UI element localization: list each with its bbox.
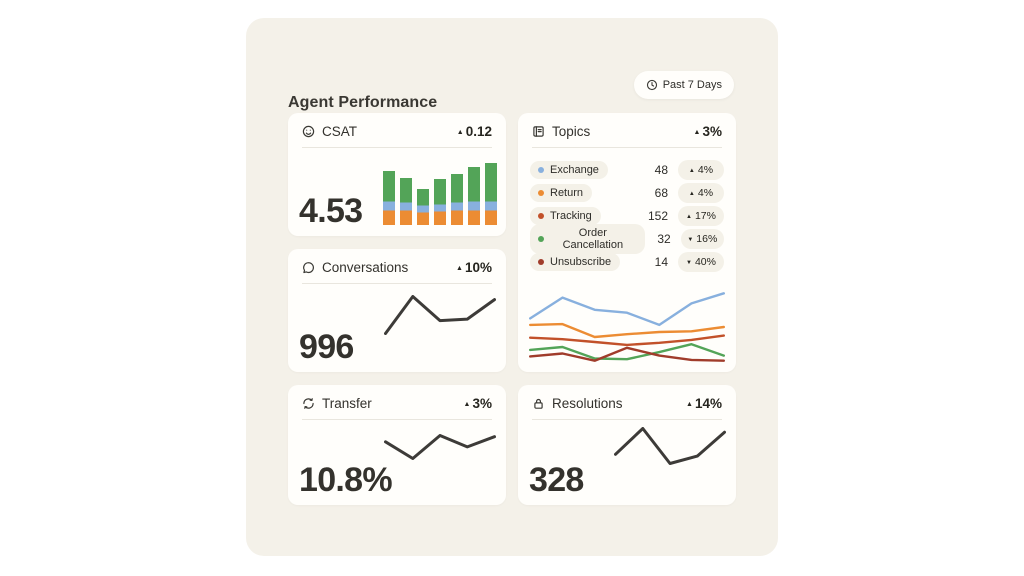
topic-count: 48 [654, 162, 668, 177]
topic-delta-value: 40% [694, 255, 716, 268]
arrow-down-icon: ▼ [687, 236, 694, 243]
clock-icon [646, 79, 658, 91]
topic-count: 32 [657, 231, 671, 246]
topic-count: 14 [654, 254, 668, 269]
transfer-value: 10.8% [299, 461, 393, 499]
divider [532, 419, 722, 420]
topics-delta-value: 3% [702, 124, 722, 139]
topic-delta-badge: ▲ 4% [678, 182, 724, 203]
topics-delta: ▲ 3% [694, 124, 722, 139]
transfer-card-header: Transfer ▲ 3% [288, 385, 506, 419]
arrow-up-icon: ▲ [456, 129, 464, 136]
topic-label-pill[interactable]: Exchange [530, 160, 608, 179]
topic-label: Return [550, 186, 584, 199]
journal-icon [532, 125, 545, 138]
chat-bubble-icon [302, 261, 315, 274]
topic-label: Tracking [550, 209, 592, 222]
topic-delta-badge: ▲ 17% [678, 205, 724, 226]
resolutions-value: 328 [529, 461, 584, 499]
resolutions-delta: ▲ 14% [686, 396, 722, 411]
topic-delta-badge: ▼ 16% [680, 228, 724, 249]
topic-delta-value: 17% [694, 209, 716, 222]
resolutions-card-header: Resolutions ▲ 14% [518, 385, 736, 419]
topic-count: 152 [647, 208, 668, 223]
divider [302, 419, 492, 420]
conversations-delta: ▲ 10% [456, 260, 492, 275]
topic-label: Unsubscribe [550, 255, 612, 268]
smiley-icon [302, 125, 315, 138]
topic-delta-badge: ▲ 4% [678, 159, 724, 180]
time-filter-label: Past 7 Days [662, 79, 722, 91]
transfer-card-label: Transfer [322, 396, 372, 411]
resolutions-card: Resolutions ▲ 14% 328 [518, 385, 736, 505]
transfer-sparkline [384, 434, 496, 460]
topics-list: Exchange 48 ▲ 4% Return 68 ▲ 4% [518, 148, 736, 273]
divider [532, 147, 722, 148]
dashboard-panel: Agent Performance Past 7 Days CSAT ▲ 0.1… [246, 18, 778, 556]
topic-row-unsubscribe: Unsubscribe 14 ▼ 40% [530, 250, 724, 273]
transfer-delta-value: 3% [472, 396, 492, 411]
arrow-down-icon: ▼ [686, 259, 692, 266]
arrow-up-icon: ▲ [463, 401, 471, 408]
transfer-delta: ▲ 3% [464, 396, 492, 411]
topic-row-exchange: Exchange 48 ▲ 4% [530, 158, 724, 181]
arrow-up-icon: ▲ [456, 265, 463, 272]
topics-card-label: Topics [552, 124, 591, 139]
topics-line-chart [529, 290, 726, 364]
cycle-icon [302, 397, 315, 410]
topic-label: Exchange [550, 163, 599, 176]
lock-icon [532, 397, 545, 410]
conversations-card: Conversations ▲ 10% 996 [288, 249, 506, 372]
arrow-up-icon: ▲ [688, 167, 695, 174]
conversations-sparkline [384, 295, 496, 335]
divider [302, 147, 492, 148]
topic-dot [538, 258, 544, 265]
resolutions-sparkline [614, 427, 726, 465]
topic-dot [538, 235, 544, 242]
csat-card-label: CSAT [322, 124, 358, 139]
topics-card-header: Topics ▲ 3% [518, 113, 736, 147]
topic-dot [538, 189, 544, 196]
topic-label-pill[interactable]: Order Cancellation [530, 223, 645, 254]
topic-delta-value: 4% [697, 186, 714, 199]
conversations-value: 996 [299, 328, 354, 366]
resolutions-delta-value: 14% [694, 396, 722, 411]
conversations-card-header: Conversations ▲ 10% [288, 249, 506, 283]
topic-label-pill[interactable]: Tracking [530, 206, 601, 225]
conversations-delta-value: 10% [464, 260, 492, 275]
csat-delta-value: 0.12 [465, 124, 492, 139]
topic-delta-value: 16% [696, 232, 718, 245]
topic-dot [538, 166, 544, 173]
topic-label: Order Cancellation [562, 226, 624, 251]
arrow-up-icon: ▲ [686, 401, 693, 408]
topic-row-return: Return 68 ▲ 4% [530, 181, 724, 204]
arrow-up-icon: ▲ [688, 190, 695, 197]
topics-card: Topics ▲ 3% Exchange 48 ▲ 4% [518, 113, 736, 372]
csat-card-header: CSAT ▲ 0.12 [288, 113, 506, 147]
time-filter-button[interactable]: Past 7 Days [633, 71, 734, 99]
csat-card: CSAT ▲ 0.12 4.53 [288, 113, 506, 236]
topic-count: 68 [654, 185, 668, 200]
topic-row-tracking: Tracking 152 ▲ 17% [530, 204, 724, 227]
csat-delta: ▲ 0.12 [457, 124, 492, 139]
topic-dot [538, 212, 544, 219]
topic-delta-badge: ▼ 40% [678, 251, 724, 272]
csat-bar-chart [383, 163, 497, 226]
divider [302, 283, 492, 284]
arrow-up-icon: ▲ [686, 213, 692, 220]
arrow-up-icon: ▲ [693, 129, 701, 136]
conversations-card-label: Conversations [322, 260, 409, 275]
topic-label-pill[interactable]: Return [530, 183, 593, 202]
transfer-card: Transfer ▲ 3% 10.8% [288, 385, 506, 505]
topic-label-pill[interactable]: Unsubscribe [530, 252, 621, 271]
csat-value: 4.53 [299, 192, 363, 230]
topic-delta-value: 4% [697, 163, 714, 176]
page-title: Agent Performance [288, 94, 438, 111]
topic-row-order-cancellation: Order Cancellation 32 ▼ 16% [530, 223, 724, 254]
resolutions-card-label: Resolutions [552, 396, 623, 411]
